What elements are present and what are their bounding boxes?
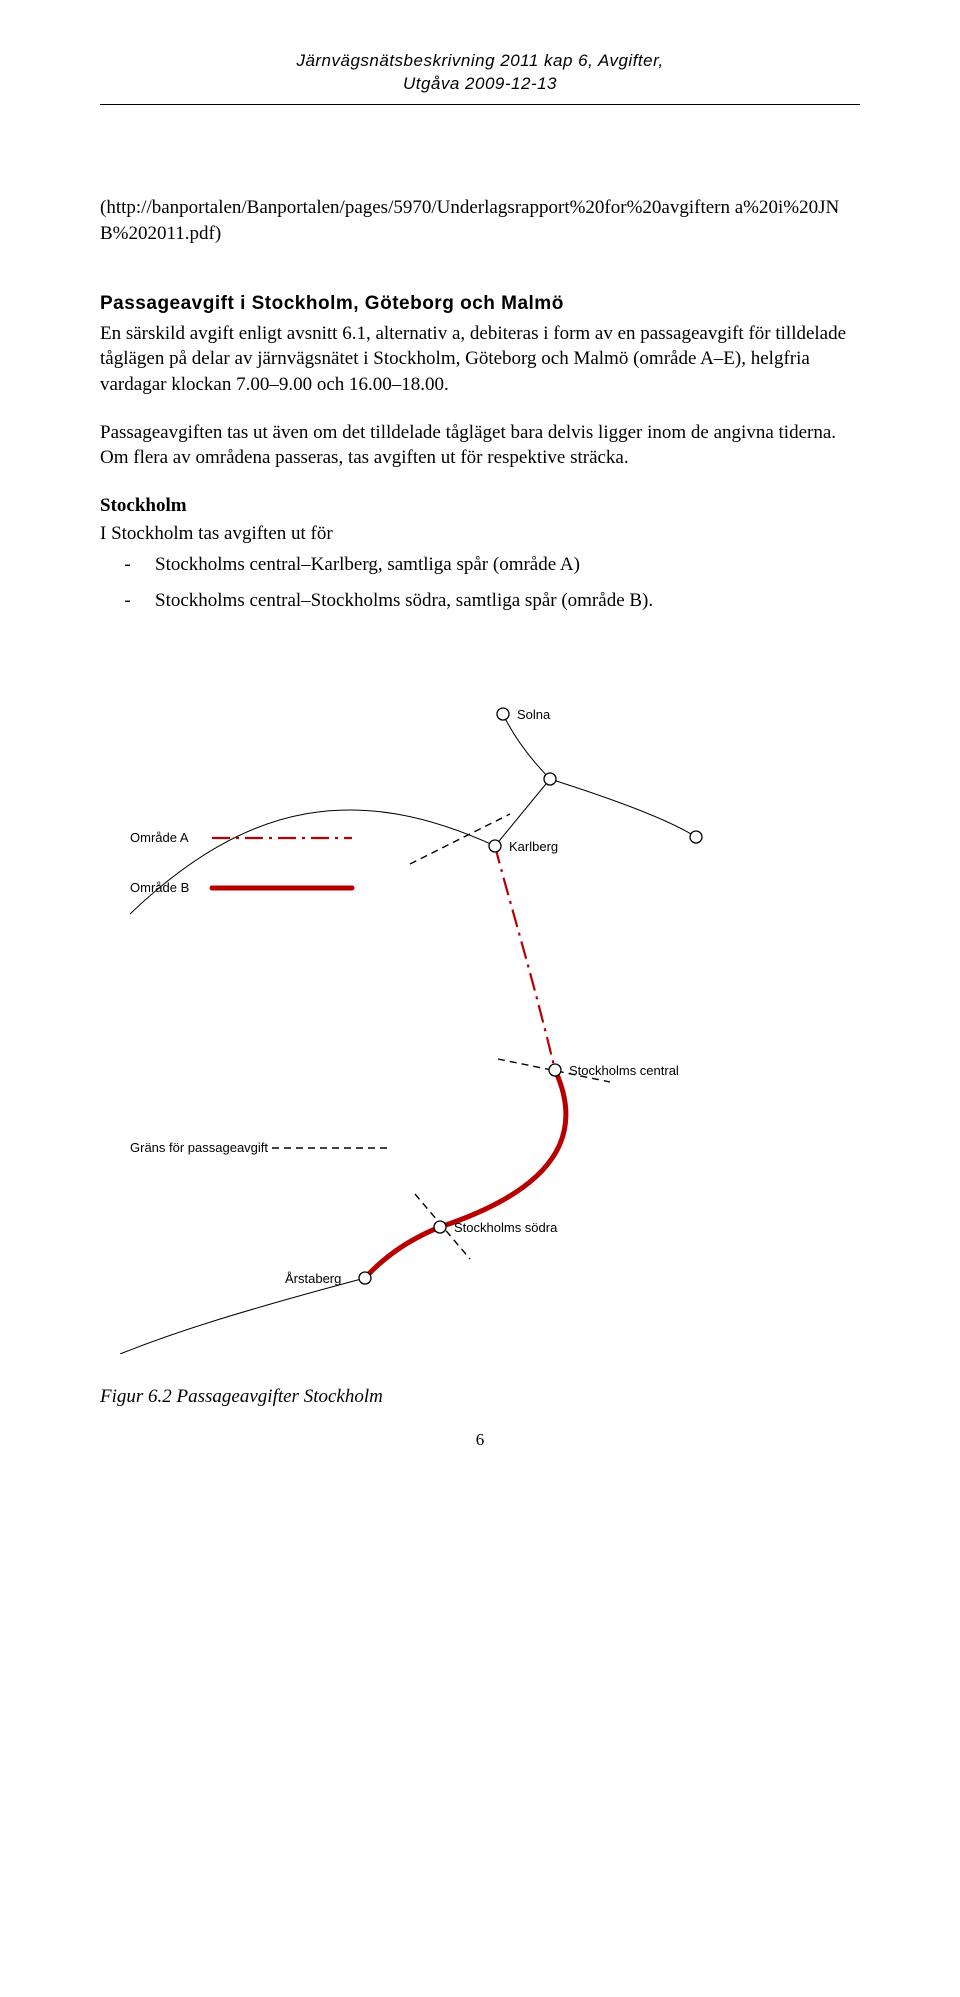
header-line-1: Järnvägsnätsbeskrivning 2011 kap 6, Avgi… [100, 50, 860, 73]
list-text: Stockholms central–Stockholms södra, sam… [155, 588, 860, 614]
svg-text:Stockholms södra: Stockholms södra [454, 1220, 558, 1235]
intro-paragraph: En särskild avgift enligt avsnitt 6.1, a… [100, 321, 860, 398]
header-line-2: Utgåva 2009-12-13 [100, 73, 860, 96]
page-header: Järnvägsnätsbeskrivning 2011 kap 6, Avgi… [100, 50, 860, 96]
url-reference: (http://banportalen/Banportalen/pages/59… [100, 195, 860, 246]
svg-text:Årstaberg: Årstaberg [285, 1271, 341, 1286]
bullet-list: -Stockholms central–Karlberg, samtliga s… [100, 552, 860, 613]
paragraph-2: Passageavgiften tas ut även om det tilld… [100, 420, 860, 471]
svg-text:Område A: Område A [130, 830, 189, 845]
svg-text:Karlberg: Karlberg [509, 839, 558, 854]
list-item: -Stockholms central–Karlberg, samtliga s… [100, 552, 860, 578]
railway-diagram: Solna Karlberg Stockholms central Stockholm… [100, 674, 860, 1354]
svg-text:Gräns för passageavgift: Gräns för passageavgift [130, 1140, 268, 1155]
header-rule [100, 104, 860, 105]
list-dash: - [100, 588, 155, 614]
svg-text:Stockholms central: Stockholms central [569, 1063, 679, 1078]
svg-text:Område B: Område B [130, 880, 189, 895]
svg-text:Solna: Solna [517, 707, 551, 722]
figure-caption: Figur 6.2 Passageavgifter Stockholm [100, 1384, 860, 1410]
sub-intro: I Stockholm tas avgiften ut för [100, 521, 860, 547]
list-text: Stockholms central–Karlberg, samtliga sp… [155, 552, 860, 578]
diagram-container: Solna Karlberg Stockholms central Stockholm… [100, 674, 860, 1354]
section-heading: Passageavgift i Stockholm, Göteborg och … [100, 291, 860, 317]
subheading-stockholm: Stockholm [100, 493, 860, 519]
list-item: -Stockholms central–Stockholms södra, sa… [100, 588, 860, 614]
list-dash: - [100, 552, 155, 578]
page-number: 6 [100, 1429, 860, 1452]
